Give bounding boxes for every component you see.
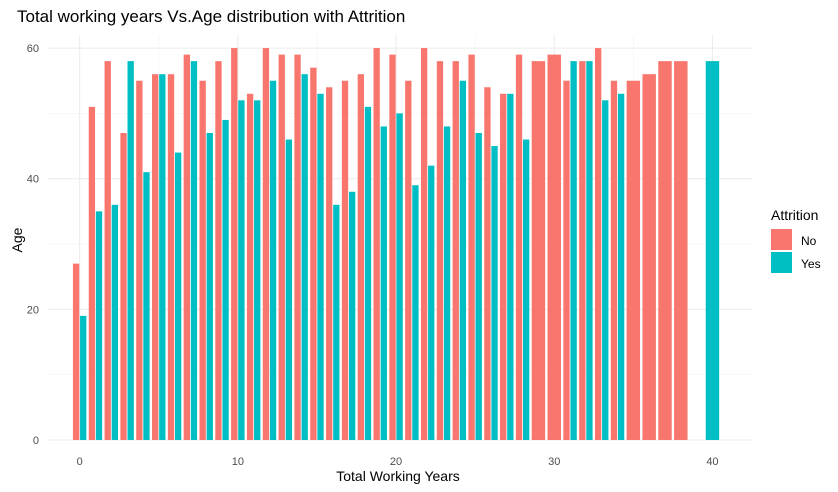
bar-yes-0 — [80, 315, 87, 440]
bar-no-9 — [215, 61, 222, 441]
legend: Attrition No Yes — [771, 207, 821, 273]
bar-no-21 — [405, 80, 412, 441]
bar-no-34 — [610, 80, 618, 441]
bar-yes-4 — [143, 172, 150, 440]
bar-yes-8 — [206, 132, 213, 440]
bar-no-19 — [373, 48, 380, 441]
bar-no-27 — [500, 93, 507, 441]
bar-yes-40 — [705, 61, 720, 441]
y-tick-label: 20 — [27, 304, 39, 316]
bar-yes-24 — [459, 80, 467, 441]
bar-yes-21 — [412, 185, 419, 440]
legend-swatch-yes — [771, 252, 792, 273]
bar-yes-6 — [174, 152, 182, 441]
bar-no-6 — [167, 74, 175, 441]
bar-yes-18 — [364, 106, 372, 441]
x-tick-label: 30 — [548, 456, 560, 468]
bar-yes-2 — [111, 204, 118, 440]
bar-no-20 — [389, 54, 396, 441]
bar-yes-19 — [380, 126, 387, 441]
bar-no-3 — [120, 132, 127, 440]
bar-no-8 — [199, 80, 206, 441]
bar-no-25 — [468, 54, 475, 441]
bar-yes-17 — [348, 191, 356, 440]
bar-yes-7 — [190, 61, 198, 441]
bar-no-12 — [262, 48, 270, 441]
x-tick-label: 20 — [390, 456, 402, 468]
bar-yes-20 — [396, 113, 403, 441]
bar-yes-11 — [254, 100, 261, 441]
chart-title: Total working years Vs.Age distribution … — [17, 7, 405, 26]
bar-no-28 — [515, 54, 523, 441]
y-axis-ticks: 0 20 40 60 — [27, 43, 39, 447]
bar-no-32 — [579, 61, 586, 441]
bars — [72, 48, 720, 441]
x-tick-label: 40 — [706, 456, 718, 468]
legend-swatch-no — [771, 229, 792, 250]
legend-title: Attrition — [771, 207, 818, 223]
bar-no-24 — [452, 61, 459, 441]
bar-no-33 — [594, 48, 602, 441]
bar-yes-10 — [238, 100, 245, 441]
y-tick-label: 40 — [27, 174, 39, 186]
bar-yes-22 — [428, 165, 435, 441]
bar-yes-9 — [222, 119, 229, 440]
bar-no-5 — [152, 74, 159, 441]
bar-no-13 — [278, 54, 285, 441]
bar-yes-13 — [285, 139, 293, 441]
bar-no-4 — [136, 80, 143, 441]
bar-yes-25 — [475, 132, 482, 440]
bar-yes-14 — [301, 74, 308, 441]
bar-no-1 — [88, 106, 96, 441]
bar-no-23 — [436, 61, 444, 441]
y-tick-label: 0 — [33, 435, 39, 447]
bar-yes-31 — [570, 61, 577, 441]
x-axis-ticks: 0 10 20 30 40 — [77, 456, 719, 468]
bar-no-14 — [294, 54, 301, 441]
bar-yes-5 — [159, 74, 166, 441]
bar-yes-3 — [127, 61, 134, 441]
bar-no-30 — [547, 54, 561, 441]
y-axis-label: Age — [9, 227, 25, 252]
bar-no-37 — [658, 61, 672, 441]
bar-yes-16 — [333, 204, 340, 440]
x-tick-label: 10 — [232, 456, 244, 468]
bar-no-26 — [484, 87, 491, 441]
bar-yes-34 — [617, 93, 625, 441]
bar-no-38 — [674, 61, 688, 441]
bar-no-2 — [104, 61, 111, 441]
bar-no-35 — [626, 80, 641, 441]
bar-yes-1 — [95, 211, 103, 440]
bar-no-15 — [310, 67, 317, 441]
bar-no-10 — [231, 48, 238, 441]
bar-no-16 — [326, 87, 333, 441]
bar-no-18 — [357, 74, 365, 441]
bar-no-7 — [183, 54, 190, 441]
bar-yes-15 — [317, 93, 324, 441]
bar-no-36 — [642, 74, 656, 441]
bar-yes-33 — [602, 100, 609, 441]
bar-no-17 — [341, 80, 349, 441]
bar-yes-27 — [507, 93, 514, 441]
bar-no-22 — [420, 48, 428, 441]
legend-label-no: No — [801, 234, 817, 248]
bar-no-29 — [531, 61, 546, 441]
y-tick-label: 60 — [27, 43, 39, 55]
bar-yes-23 — [443, 126, 451, 441]
legend-label-yes: Yes — [801, 257, 821, 271]
bar-no-31 — [563, 80, 570, 441]
bar-no-0 — [72, 263, 80, 440]
bar-yes-32 — [586, 61, 593, 441]
bar-yes-26 — [491, 146, 498, 440]
x-tick-label: 0 — [77, 456, 83, 468]
bar-yes-28 — [523, 139, 530, 441]
bar-no-11 — [246, 93, 254, 441]
bar-yes-12 — [269, 80, 277, 441]
x-axis-label: Total Working Years — [336, 468, 459, 484]
